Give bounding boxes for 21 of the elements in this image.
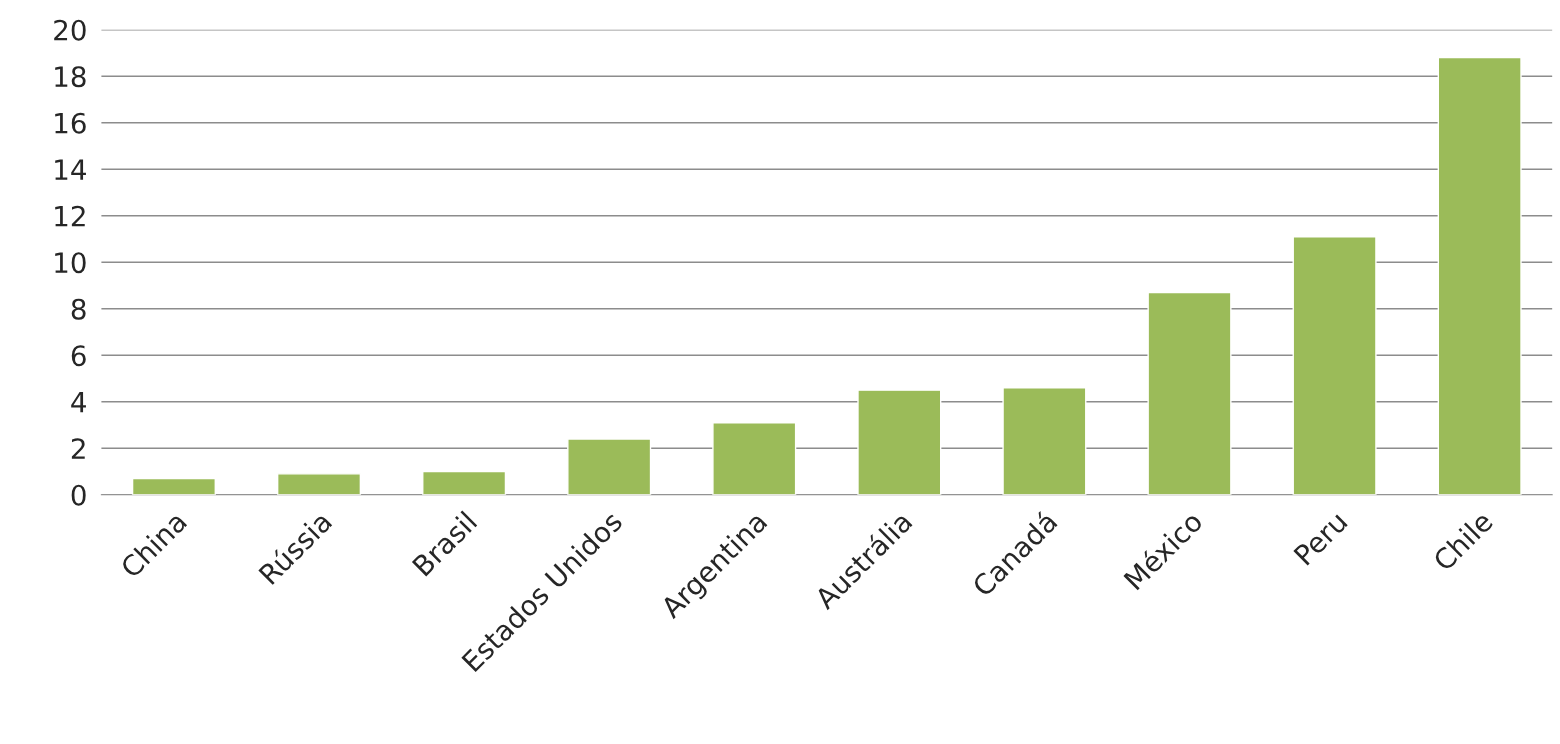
y-tick-label: 18 [55, 66, 86, 88]
bar [422, 470, 507, 495]
y-tick-label: 6 [71, 345, 86, 367]
y-tick-label: 16 [55, 112, 86, 134]
bar [131, 477, 216, 495]
y-tick-label: 2 [71, 438, 85, 459]
bar [1002, 387, 1087, 495]
y-tick-label: 20 [54, 19, 86, 41]
y-tick-label: 10 [55, 252, 86, 274]
bar [1437, 56, 1522, 495]
bar [1292, 235, 1377, 495]
y-tick-label: 0 [71, 484, 86, 506]
bar [276, 473, 362, 495]
bar [857, 389, 942, 495]
bar [712, 421, 797, 495]
y-tick-label: 4 [71, 392, 86, 413]
y-tick-label: 12 [55, 205, 85, 227]
bar [1147, 291, 1232, 495]
bar [567, 438, 652, 495]
y-tick-label: 14 [55, 159, 86, 180]
y-tick-label: 8 [71, 298, 86, 320]
